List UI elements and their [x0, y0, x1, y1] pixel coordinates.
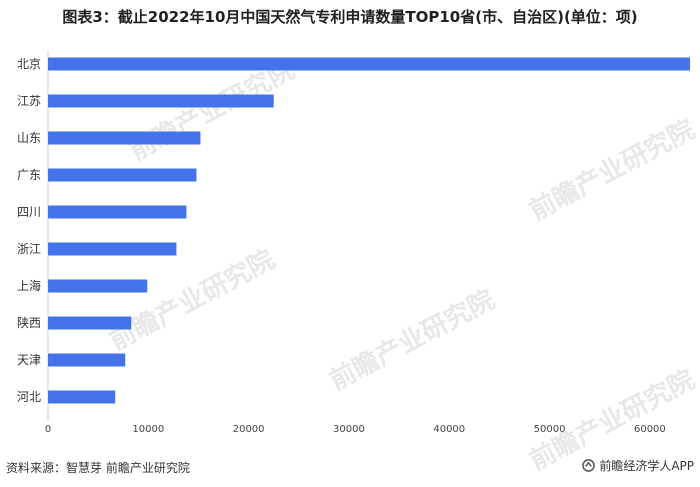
category-label: 陕西	[17, 315, 41, 330]
x-tick-label: 50000	[534, 424, 566, 435]
category-label: 浙江	[17, 242, 41, 256]
chart-title: 图表3：截止2022年10月中国天然气专利申请数量TOP10省(市、自治区)(单…	[62, 8, 638, 26]
x-tick-label: 20000	[233, 424, 265, 435]
category-label: 山东	[17, 131, 41, 145]
bar-2	[48, 131, 201, 145]
category-label: 天津	[17, 353, 41, 367]
bar-1	[48, 94, 274, 108]
bar-3	[48, 168, 197, 182]
category-label: 广东	[17, 168, 41, 182]
brand-logo-icon	[582, 459, 596, 472]
bar-9	[48, 390, 116, 404]
brand-name: 前瞻经济学人APP	[599, 459, 694, 473]
bar-6	[48, 279, 148, 293]
bar-5	[48, 242, 177, 256]
x-tick-label: 10000	[132, 424, 164, 435]
category-label: 四川	[17, 205, 41, 219]
brand-credit: 前瞻经济学人APP	[582, 457, 694, 474]
bar-8	[48, 353, 126, 367]
bar-4	[48, 205, 187, 219]
bar-0	[48, 57, 690, 71]
x-tick-label: 60000	[634, 424, 666, 435]
category-label: 上海	[17, 278, 41, 293]
category-label: 河北	[17, 390, 41, 404]
x-tick-label: 30000	[333, 424, 365, 435]
category-label: 江苏	[17, 94, 41, 108]
source-note: 资料来源：智慧芽 前瞻产业研究院	[6, 461, 190, 475]
category-label: 北京	[17, 57, 41, 71]
bar-7	[48, 316, 132, 330]
x-tick-label: 40000	[433, 424, 465, 435]
x-tick-label: 0	[45, 424, 51, 435]
